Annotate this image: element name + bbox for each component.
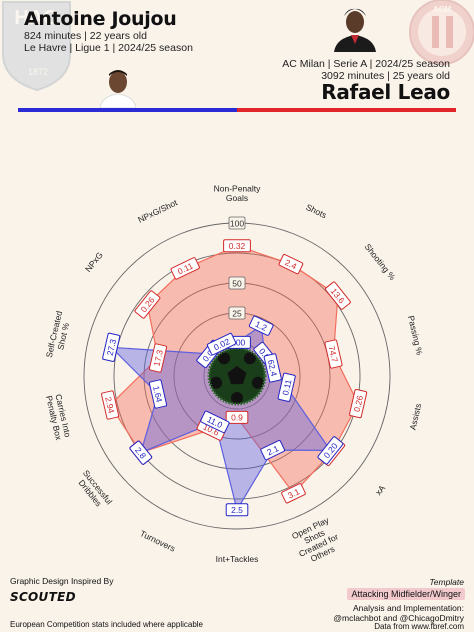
svg-text:0.00: 0.00: [229, 338, 246, 348]
svg-text:Passing %: Passing %: [406, 315, 425, 357]
player1-value-box: 2.1: [260, 440, 286, 461]
template-label: Template: [429, 577, 464, 587]
svg-text:3.1: 3.1: [286, 486, 301, 500]
axis-label: Open PlayShotsCreated forOthers: [289, 514, 344, 567]
le-havre-logo: HAC 1872: [1, 1, 71, 92]
svg-text:SuccessfulDribbles: SuccessfulDribbles: [73, 468, 114, 512]
player1-photo: [99, 70, 137, 108]
player1-value-box: 2.8: [129, 440, 153, 465]
svg-text:Carries IntoPenalty Box: Carries IntoPenalty Box: [44, 392, 73, 441]
axis-label: xA: [373, 483, 387, 497]
axis-label: NPxG/Shot: [136, 197, 179, 225]
axis-label: Carries IntoPenalty Box: [44, 392, 73, 442]
axis-label: Shooting %: [363, 242, 398, 283]
player1-value-box: 0.02: [206, 332, 237, 356]
scale-label: 100: [230, 219, 244, 229]
scale-label: 50: [232, 279, 242, 289]
scale-label-box: [228, 276, 246, 290]
player1-minutes-age: 824 minutes | 22 years old: [24, 30, 147, 42]
player2-photo: [334, 8, 376, 52]
svg-text:Assists: Assists: [408, 402, 424, 430]
svg-text:1872: 1872: [28, 67, 48, 77]
svg-text:17.3: 17.3: [151, 349, 165, 368]
player1-value-box: 0.11: [277, 372, 296, 402]
svg-text:0.32: 0.32: [229, 241, 246, 251]
ac-milan-logo: ACM: [409, 0, 474, 65]
player1-value-box: 2.5: [225, 503, 249, 517]
player1-value-box: 62.4: [263, 353, 282, 383]
center-football: [207, 346, 267, 406]
svg-text:Int+Tackles: Int+Tackles: [216, 554, 259, 564]
credit-line-1: Analysis and Implementation:: [352, 603, 464, 613]
scale-label-box: [228, 306, 246, 320]
player2-value-box: 0.26: [349, 388, 368, 419]
template-badge: Attacking Midfielder/Winger: [347, 588, 465, 600]
svg-text:HAC: HAC: [14, 7, 57, 29]
player2-value-box: 3.1: [281, 483, 306, 504]
player2-value-box: 0.11: [170, 257, 200, 280]
svg-text:NPxG: NPxG: [83, 250, 105, 274]
player1-club-league: Le Havre | Ligue 1 | 2024/25 season: [24, 42, 193, 54]
svg-text:Shots: Shots: [304, 202, 328, 220]
divider-bar-player2: [237, 108, 456, 112]
axis-label: Assists: [408, 402, 424, 430]
axis-label: Passing %: [406, 315, 425, 357]
svg-text:0.11: 0.11: [280, 378, 293, 396]
player2-value-box: 2.94: [101, 390, 120, 420]
svg-text:ACM: ACM: [433, 5, 452, 14]
svg-text:0.26: 0.26: [352, 394, 366, 413]
player2-minutes-age: 3092 minutes | 25 years old: [321, 70, 450, 82]
svg-text:Turnovers: Turnovers: [138, 528, 177, 553]
axis-label: SuccessfulDribbles: [73, 468, 115, 512]
svg-text:0.9: 0.9: [231, 413, 243, 423]
player1-name: Antoine Joujou: [24, 8, 177, 30]
axis-label: Non-Penalty Goals: [214, 183, 262, 203]
svg-text:74.7: 74.7: [327, 345, 341, 364]
svg-text:1.64: 1.64: [151, 385, 165, 404]
svg-text:Shooting %: Shooting %: [363, 242, 398, 283]
player1-value-box: 1.64: [148, 379, 168, 409]
svg-text:2.5: 2.5: [231, 505, 243, 515]
svg-text:NPxG/Shot: NPxG/Shot: [136, 197, 179, 225]
player2-value-box: 0.9: [225, 410, 249, 424]
svg-text:Self-CreatedShot %: Self-CreatedShot %: [44, 310, 74, 361]
svg-text:62.4: 62.4: [266, 359, 280, 378]
player1-value-box: 11.0: [200, 410, 230, 434]
axis-label: Shots: [304, 202, 328, 220]
credit-line-3: Data from www.fbref.com: [374, 622, 464, 631]
design-inspired-label: Graphic Design Inspired By: [10, 576, 114, 586]
player2-name: Rafael Leao: [321, 80, 450, 104]
scale-label-box: [228, 216, 246, 230]
divider-bar-player1: [18, 108, 237, 112]
scouted-logo: SCOUTED: [10, 590, 76, 604]
svg-text:2.4: 2.4: [283, 257, 298, 271]
axis-label: Self-CreatedShot %: [44, 310, 74, 361]
axis-label: NPxG: [83, 250, 105, 274]
radar-ring: [113, 252, 361, 500]
player2-value-box: 0.32: [223, 239, 251, 253]
axis-label: Turnovers: [138, 528, 177, 553]
player2-value-box: 17.3: [148, 343, 168, 373]
svg-text:1.2: 1.2: [254, 319, 269, 333]
player1-value-box: 1.2: [248, 315, 274, 336]
player2-value-box: 2.4: [278, 254, 304, 275]
svg-text:2.1: 2.1: [265, 443, 280, 457]
credit-line-2: @mclachbot and @ChicagoDmitry: [333, 613, 464, 623]
player1-value-box: 27.3: [102, 332, 121, 362]
footnote: European Competition stats included wher…: [10, 620, 204, 629]
player2-value-box: 74.7: [324, 339, 343, 369]
svg-text:Open PlayShotsCreated forOther: Open PlayShotsCreated forOthers: [289, 514, 344, 567]
svg-text:27.3: 27.3: [105, 338, 119, 357]
scale-label: 25: [232, 309, 242, 319]
svg-text:2.94: 2.94: [103, 396, 117, 415]
player2-club-league: AC Milan | Serie A | 2024/25 season: [282, 58, 450, 70]
axis-label: Int+Tackles: [216, 554, 259, 564]
svg-text:xA: xA: [373, 483, 387, 497]
